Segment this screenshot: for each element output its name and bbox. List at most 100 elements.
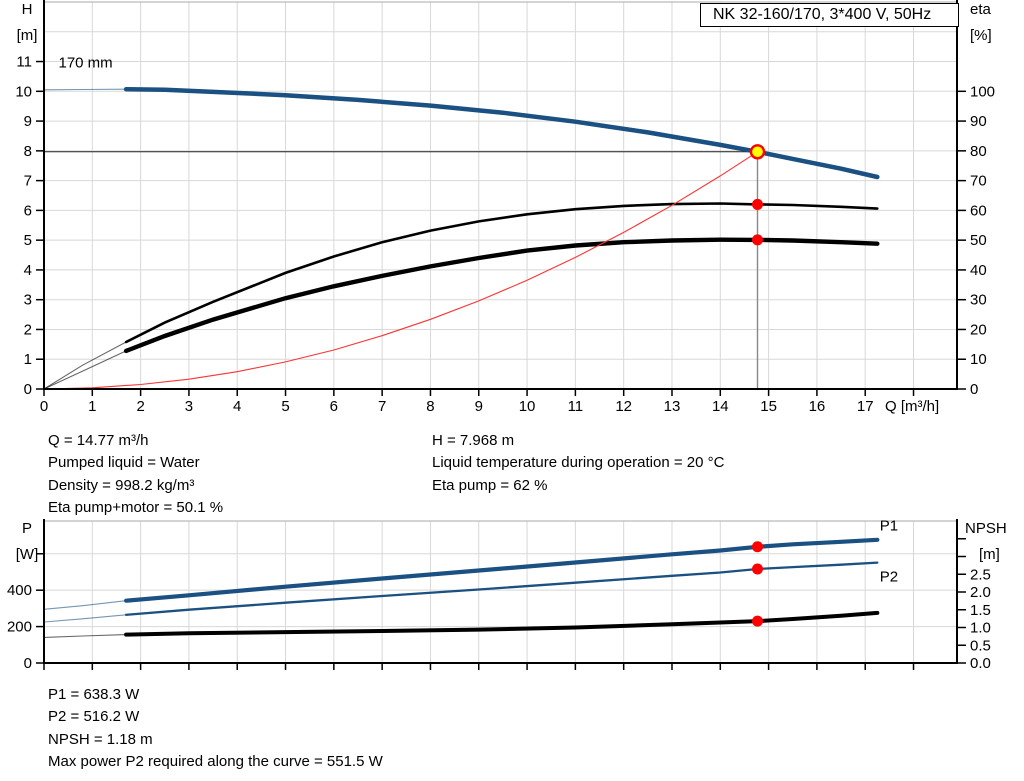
x-tick-label: 14 bbox=[712, 398, 729, 415]
right-axis-unit: [m] bbox=[979, 546, 1000, 563]
x-tick-label: 7 bbox=[378, 398, 386, 415]
operating-point-dot bbox=[751, 198, 763, 210]
x-tick-label: 9 bbox=[475, 398, 483, 415]
p1-curve-label: P1 bbox=[880, 517, 898, 534]
right-tick-label: 0.5 bbox=[970, 637, 991, 654]
right-tick-label: 0.0 bbox=[970, 655, 991, 672]
right-tick-label: 40 bbox=[970, 262, 987, 279]
x-tick-label: 6 bbox=[330, 398, 338, 415]
left-axis-title: P bbox=[22, 520, 32, 537]
system-curve bbox=[43, 151, 758, 390]
info-line-density: Density = 998.2 kg/m³ bbox=[48, 476, 195, 494]
x-tick-label: 12 bbox=[615, 398, 632, 415]
eta-pump-motor-curve-lead bbox=[43, 350, 127, 390]
info-line-h: H = 7.968 m bbox=[432, 432, 515, 449]
info-line-liquid: Pumped liquid = Water bbox=[48, 454, 200, 472]
left-axis-title: H bbox=[22, 1, 33, 18]
x-tick-label: 5 bbox=[281, 398, 289, 415]
right-tick-label: 30 bbox=[970, 292, 987, 309]
info-line-temperature: Liquid temperature during operation = 20… bbox=[432, 454, 725, 472]
p2-curve bbox=[124, 561, 879, 616]
left-tick-label: 1 bbox=[24, 351, 32, 368]
right-tick-label: 2.0 bbox=[970, 584, 991, 601]
left-tick-label: 9 bbox=[24, 113, 32, 130]
info-line-q: Q = 14.77 m³/h bbox=[48, 432, 149, 449]
info-line-eta-pump: Eta pump = 62 % bbox=[432, 476, 548, 494]
p1-curve-lead bbox=[43, 600, 127, 610]
left-tick-label: 0 bbox=[24, 655, 32, 672]
right-axis-unit: [%] bbox=[970, 27, 992, 44]
x-tick-label: 0 bbox=[40, 398, 48, 415]
left-tick-label: 5 bbox=[24, 232, 32, 249]
pump-curve-170mm bbox=[123, 86, 880, 180]
right-tick-label: 100 bbox=[970, 83, 995, 100]
left-tick-label: 2 bbox=[24, 321, 32, 338]
operating-point-dot bbox=[751, 563, 763, 575]
pump-title: NK 32-160/170, 3*400 V, 50Hz bbox=[713, 6, 932, 23]
right-tick-label: 90 bbox=[970, 113, 987, 130]
x-tick-label: 15 bbox=[760, 398, 777, 415]
info-line-p1: P1 = 638.3 W bbox=[48, 686, 140, 703]
info-line-max-p2: Max power P2 required along the curve = … bbox=[48, 752, 383, 770]
left-tick-label: 10 bbox=[15, 83, 32, 100]
x-tick-label: 2 bbox=[136, 398, 144, 415]
right-axis-title: NPSH bbox=[965, 520, 1007, 537]
x-tick-label: 4 bbox=[233, 398, 241, 415]
right-tick-label: 0 bbox=[970, 381, 978, 398]
power-npsh-chart: P1 P2 0 200 400 P [W] 0.00.51.01.52.02.5 NPSH [m] bbox=[7, 517, 1007, 672]
pump-curve-170mm-label: 170 mm bbox=[58, 54, 112, 71]
left-tick-label: 11 bbox=[16, 54, 32, 71]
pump-title-box: NK 32-160/170, 3*400 V, 50Hz bbox=[700, 3, 959, 27]
p1-curve bbox=[123, 537, 880, 603]
left-tick-label: 8 bbox=[24, 143, 32, 160]
right-tick-label: 20 bbox=[970, 321, 987, 338]
left-tick-label: 6 bbox=[24, 202, 32, 219]
right-tick-label: 80 bbox=[970, 143, 987, 160]
x-tick-label: 10 bbox=[519, 398, 536, 415]
x-tick-label: 3 bbox=[185, 398, 193, 415]
left-tick-label: 3 bbox=[24, 292, 32, 309]
operating-point-dot bbox=[751, 615, 763, 627]
gridlines bbox=[44, 521, 957, 663]
right-tick-label: 1.0 bbox=[970, 620, 991, 637]
info-line-eta-pump-motor: Eta pump+motor = 50.1 % bbox=[48, 498, 224, 516]
right-tick-label: 1.5 bbox=[970, 602, 991, 619]
left-tick-label: 400 bbox=[7, 582, 32, 599]
info-line-p2: P2 = 516.2 W bbox=[48, 708, 140, 726]
x-tick-label: 16 bbox=[809, 398, 826, 415]
npsh-curve bbox=[124, 610, 880, 637]
left-tick-label: 7 bbox=[24, 173, 32, 190]
eta-pump-curve bbox=[124, 202, 879, 344]
x-tick-label: 13 bbox=[664, 398, 681, 415]
eta-pump-curve-lead bbox=[43, 341, 127, 390]
axes bbox=[43, 519, 958, 664]
right-tick-label: 2.5 bbox=[970, 566, 991, 583]
p2-curve-label: P2 bbox=[880, 568, 898, 585]
duty-point-marker bbox=[749, 144, 766, 160]
left-axis-unit: [W] bbox=[16, 546, 39, 563]
right-axis-title: eta bbox=[970, 1, 992, 18]
axes bbox=[43, 0, 958, 390]
x-tick-label: 17 bbox=[857, 398, 874, 415]
right-tick-label: 10 bbox=[970, 351, 987, 368]
left-tick-label: 200 bbox=[7, 619, 32, 636]
right-tick-label: 50 bbox=[970, 232, 987, 249]
left-tick-label: 0 bbox=[24, 381, 32, 398]
hq-eta-chart: 170 mm0 1 2 3 4 5 6 7 8 9 10 11 12 13 14 15 16 17 Q [m³/h]… bbox=[15, 0, 995, 415]
right-tick-label: 60 bbox=[970, 202, 987, 219]
eta-pump-motor-curve bbox=[123, 237, 880, 354]
x-tick-label: 11 bbox=[568, 398, 584, 415]
duty-info-left: Q = 14.77 m³/h Pumped liquid = Water Den… bbox=[48, 430, 223, 519]
operating-point-dot bbox=[751, 234, 763, 246]
operating-point-dot bbox=[751, 541, 763, 553]
info-line-npsh: NPSH = 1.18 m bbox=[48, 730, 153, 748]
x-axis-label: Q [m³/h] bbox=[885, 398, 939, 415]
duty-info-right: H = 7.968 m Liquid temperature during op… bbox=[432, 430, 724, 497]
power-info-block: P1 = 638.3 W P2 = 516.2 W NPSH = 1.18 m … bbox=[48, 684, 383, 773]
x-tick-label: 1 bbox=[88, 398, 96, 415]
x-tick-label: 8 bbox=[426, 398, 434, 415]
pump-curve-170mm-lead bbox=[43, 88, 127, 91]
left-axis-unit: [m] bbox=[17, 27, 38, 44]
